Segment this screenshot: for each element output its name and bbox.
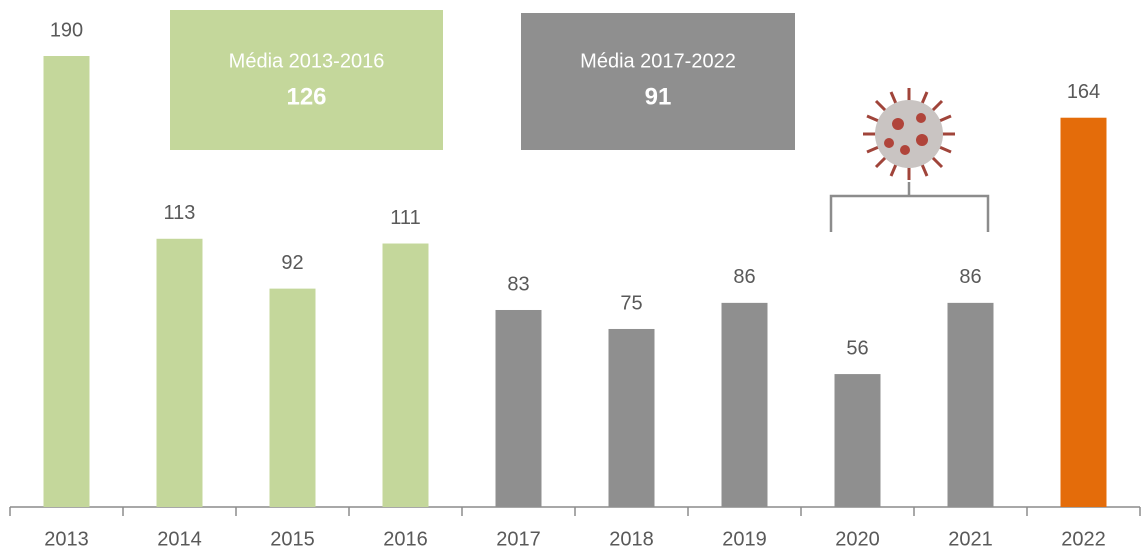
data-label: 111 (390, 207, 420, 229)
data-label: 56 (846, 337, 868, 359)
x-tick-label: 2021 (948, 528, 993, 550)
data-label: 86 (959, 266, 981, 288)
x-tick-label: 2016 (383, 528, 428, 550)
average-box (170, 10, 443, 150)
bar (608, 328, 655, 507)
data-label: 83 (507, 273, 529, 295)
average-value: 126 (286, 83, 326, 110)
bar (156, 238, 203, 507)
average-box (521, 13, 795, 150)
bar (43, 56, 90, 507)
data-label: 75 (620, 292, 642, 314)
virus-icon (863, 88, 955, 180)
bar (382, 243, 429, 507)
covid-marker (829, 182, 990, 232)
data-label: 113 (164, 202, 196, 224)
x-tick-label: 2015 (270, 528, 315, 550)
average-label: Média 2017-2022 (580, 50, 736, 72)
bar (834, 374, 881, 507)
x-tick-label: 2013 (44, 528, 89, 550)
x-tick-label: 2022 (1061, 528, 1106, 550)
x-tick-label: 2019 (722, 528, 767, 550)
data-label: 86 (733, 266, 755, 288)
data-label: 92 (281, 252, 303, 274)
x-tick-label: 2014 (157, 528, 202, 550)
data-label: 190 (50, 19, 83, 41)
data-label: 164 (1067, 81, 1100, 103)
x-tick-label: 2020 (835, 528, 880, 550)
average-value: 91 (645, 83, 672, 110)
bar (269, 288, 316, 507)
bar (721, 302, 768, 507)
x-tick-label: 2018 (609, 528, 654, 550)
x-tick-label: 2017 (496, 528, 541, 550)
average-label: Média 2013-2016 (229, 50, 385, 72)
bar (495, 309, 542, 507)
bar (1060, 117, 1107, 507)
bar (947, 302, 994, 507)
